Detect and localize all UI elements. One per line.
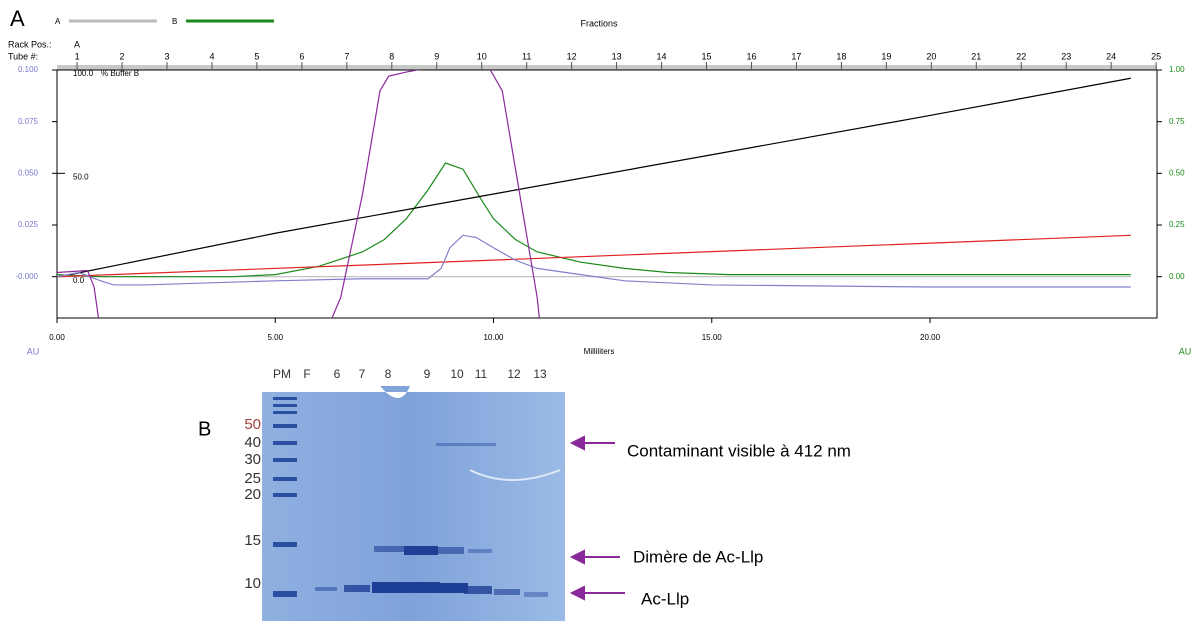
y-tick-label: 0.100	[18, 65, 39, 74]
tube-label: 19	[881, 51, 891, 61]
y-tick-label: 0.025	[18, 220, 39, 229]
lane-label: 10	[450, 367, 464, 381]
tube-label: 9	[434, 51, 439, 61]
y2-tick-label: 0.75	[1169, 117, 1185, 126]
annotation: Contaminant visible à 412 nm	[627, 441, 851, 460]
tube-label: 12	[567, 51, 577, 61]
marker-bands	[273, 397, 297, 597]
tube-label: 21	[971, 51, 981, 61]
series-line	[57, 234, 1131, 288]
tube-label: 2	[120, 51, 125, 61]
tube-label: 20	[926, 51, 936, 61]
sample-bands	[315, 443, 548, 597]
x-axis-label: Milliliters	[584, 347, 615, 356]
lane-label: 7	[359, 367, 366, 381]
series-line	[57, 234, 1131, 278]
legend-label: B	[172, 17, 177, 26]
lane-label: 11	[475, 367, 488, 381]
arrows	[569, 435, 625, 601]
tube-label: 13	[612, 51, 622, 61]
lane-label: PM	[273, 367, 291, 381]
y-axis-label: AU	[27, 346, 40, 356]
y2-tick-label: 0.25	[1169, 220, 1185, 229]
y-tick-label: 0.050	[18, 168, 39, 177]
lane-label: 6	[334, 367, 341, 381]
tube-label: 10	[477, 51, 487, 61]
tube-label: 3	[164, 51, 169, 61]
y2-tick-label: 0.50	[1169, 168, 1185, 177]
lane-label: 8	[385, 367, 392, 381]
tube-label: 22	[1016, 51, 1026, 61]
lane-label: F	[303, 367, 310, 381]
tube-label: 16	[746, 51, 756, 61]
y-tick-label: 0.075	[18, 117, 39, 126]
annotation: Ac-Llp	[641, 589, 689, 608]
tube-label: Tube #:	[8, 51, 38, 61]
tube-label: 6	[299, 51, 304, 61]
rack-label: Rack Pos.:	[8, 39, 52, 49]
x-tick-label: 0.00	[49, 333, 65, 342]
annotation: Dimère de Ac-Llp	[633, 547, 763, 566]
x-tick-label: 5.00	[267, 333, 283, 342]
y3-tick-label: 0.0	[73, 276, 85, 285]
tube-label: 8	[389, 51, 394, 61]
gel-crack	[469, 469, 561, 481]
marker-label: 30	[244, 451, 261, 468]
panel-label: B	[198, 418, 211, 440]
y3-tick-label: 100.0	[73, 69, 94, 78]
tube-label: 4	[209, 51, 214, 61]
y2-axis-label: AU	[1179, 346, 1192, 356]
tube-label: 15	[702, 51, 712, 61]
y3-tick-label: 50.0	[73, 172, 89, 181]
gel-panel: B	[198, 386, 625, 621]
x-tick-label: 20.00	[920, 333, 941, 342]
tube-label: 17	[791, 51, 801, 61]
tube-label: 24	[1106, 51, 1116, 61]
y-tick-label: -0.000	[15, 272, 38, 281]
legend-label: A	[55, 17, 61, 26]
rack-value: A	[74, 39, 80, 49]
tube-label: 25	[1151, 51, 1161, 61]
gel-edge	[262, 386, 565, 398]
y2-tick-label: 1.00	[1169, 65, 1185, 74]
tube-label: 11	[522, 51, 531, 61]
y2-tick-label: 0.00	[1169, 272, 1185, 281]
tube-label: 14	[657, 51, 667, 61]
tube-label: 18	[836, 51, 846, 61]
series-line	[57, 70, 540, 318]
tube-label: 1	[75, 51, 80, 61]
panel-label: A	[10, 6, 25, 31]
y3-axis-label: % Buffer B	[101, 69, 139, 78]
x-tick-label: 15.00	[702, 333, 723, 342]
lane-label: 13	[533, 367, 547, 381]
chart-title: Fractions	[580, 18, 618, 28]
marker-label: 20	[244, 486, 261, 503]
tube-label: 7	[344, 51, 349, 61]
fraction-ruler	[57, 65, 1157, 70]
tube-label: 23	[1061, 51, 1071, 61]
marker-label: 25	[244, 470, 261, 487]
lane-label: 12	[507, 367, 521, 381]
plot-area	[57, 70, 1131, 318]
plot-frame	[56, 69, 1158, 319]
series-line	[57, 162, 1131, 278]
tube-label: 5	[254, 51, 259, 61]
lane-label: 9	[424, 367, 431, 381]
marker-label: 10	[244, 575, 261, 592]
marker-label: 50	[244, 416, 261, 433]
marker-label: 40	[244, 434, 261, 451]
marker-label: 15	[244, 532, 261, 549]
x-tick-label: 10.00	[483, 333, 504, 342]
series-line	[69, 77, 1131, 276]
gel-image	[262, 386, 565, 621]
